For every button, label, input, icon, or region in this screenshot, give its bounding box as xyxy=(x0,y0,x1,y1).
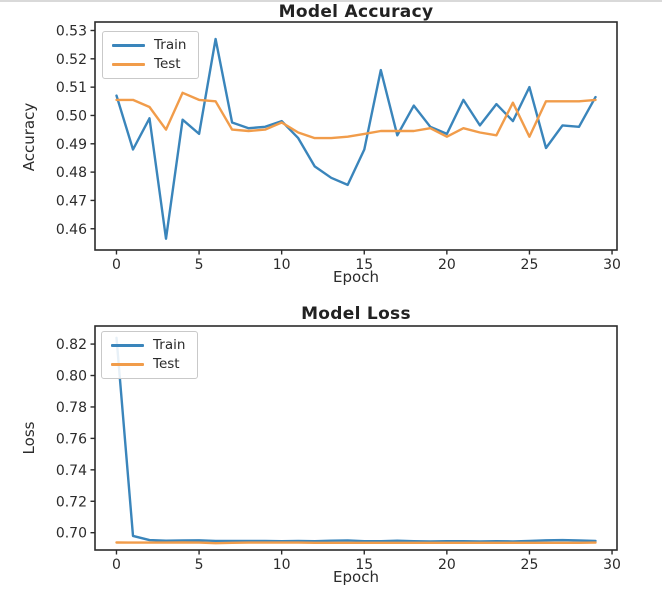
legend-entry-train: Train xyxy=(111,337,185,353)
legend-label-train: Train xyxy=(154,37,187,53)
svg-text:0.51: 0.51 xyxy=(56,80,87,96)
svg-text:0.52: 0.52 xyxy=(56,52,87,68)
svg-text:0.82: 0.82 xyxy=(56,337,87,353)
svg-text:0.48: 0.48 xyxy=(56,165,87,181)
svg-text:0.50: 0.50 xyxy=(56,108,87,124)
test-line-swatch xyxy=(112,62,145,66)
accuracy-xlabel: Epoch xyxy=(333,268,379,286)
svg-text:0.46: 0.46 xyxy=(56,222,87,238)
svg-text:0.72: 0.72 xyxy=(56,494,87,510)
svg-text:0.74: 0.74 xyxy=(56,463,87,479)
accuracy-ylabel: Accuracy xyxy=(20,102,38,172)
loss-xlabel: Epoch xyxy=(333,568,379,586)
svg-text:0.49: 0.49 xyxy=(56,137,87,153)
legend-label-train: Train xyxy=(153,337,186,353)
legend-entry-test: Test xyxy=(112,56,186,72)
legend-entry-test: Test xyxy=(111,356,185,372)
svg-text:0.80: 0.80 xyxy=(56,369,87,385)
accuracy-title: Model Accuracy xyxy=(278,2,434,22)
test-line-swatch xyxy=(111,362,144,366)
legend-entry-train: Train xyxy=(112,37,186,53)
svg-text:0.47: 0.47 xyxy=(56,193,87,209)
train-line-swatch xyxy=(112,43,145,47)
loss-ylabel: Loss xyxy=(20,421,38,455)
loss-title: Model Loss xyxy=(301,304,411,324)
legend-label-test: Test xyxy=(154,56,181,72)
accuracy-legend: Train Test xyxy=(102,31,200,79)
train-line-swatch xyxy=(111,343,144,347)
legend-label-test: Test xyxy=(153,356,180,372)
svg-text:0.76: 0.76 xyxy=(56,431,87,447)
svg-text:0.78: 0.78 xyxy=(56,400,87,416)
svg-text:0.70: 0.70 xyxy=(56,526,87,542)
screenshot-top-edge xyxy=(0,0,662,2)
svg-text:0.53: 0.53 xyxy=(56,23,87,39)
loss-legend: Train Test xyxy=(101,331,199,379)
